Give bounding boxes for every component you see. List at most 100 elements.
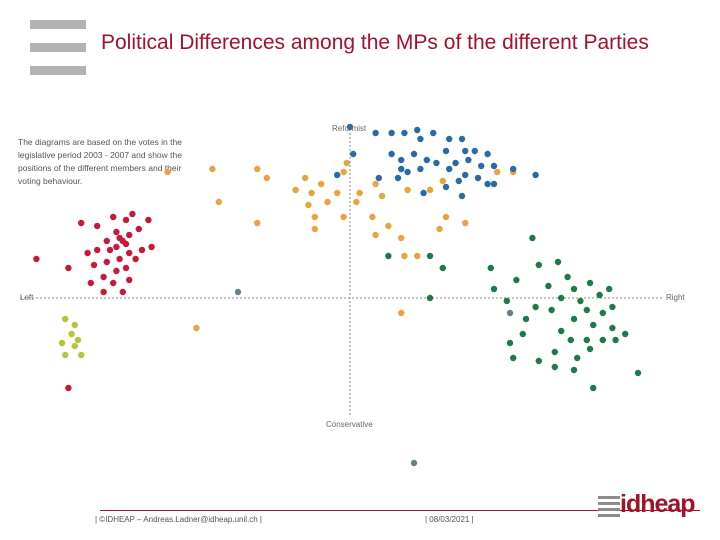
data-point-red	[122, 216, 130, 224]
data-point-red	[110, 213, 117, 221]
data-point-green	[558, 327, 565, 335]
data-point-green	[513, 276, 520, 284]
data-point-green	[599, 309, 606, 317]
data-point-red	[148, 243, 155, 251]
data-point-yellow-green	[71, 321, 79, 329]
data-point-green	[426, 252, 434, 260]
data-point-green	[506, 339, 514, 347]
data-point-blue	[442, 183, 450, 191]
data-point-red	[65, 384, 72, 392]
data-point-blue	[484, 180, 491, 188]
data-point-blue	[334, 171, 341, 179]
data-point-green	[590, 384, 597, 392]
data-point-green	[586, 279, 594, 287]
data-point-orange	[340, 213, 347, 221]
data-point-orange	[343, 159, 350, 167]
footer-date: | 08/03/2021 |	[425, 515, 474, 524]
data-point-green	[519, 330, 526, 338]
data-point-grey	[410, 459, 418, 467]
data-point-orange	[193, 324, 200, 332]
data-point-green	[606, 285, 613, 293]
data-point-red	[126, 249, 133, 257]
data-point-red	[106, 246, 114, 254]
data-point-red	[126, 231, 133, 239]
data-point-blue	[471, 147, 478, 155]
data-point-orange	[439, 177, 446, 185]
data-point-green	[564, 273, 571, 281]
data-point-blue	[417, 165, 424, 173]
data-point-orange	[494, 168, 501, 176]
axis-label-top: Reformist	[332, 124, 367, 133]
data-point-blue	[346, 123, 354, 131]
data-point-red	[116, 255, 123, 263]
data-point-grey	[506, 309, 514, 317]
data-point-blue	[350, 150, 357, 158]
data-point-green	[558, 294, 565, 302]
data-point-blue	[398, 156, 405, 164]
data-points	[33, 123, 642, 467]
data-point-red	[126, 276, 133, 284]
data-point-blue	[465, 156, 472, 164]
data-point-blue	[452, 159, 459, 167]
data-point-blue	[388, 129, 395, 137]
data-point-green	[634, 369, 642, 377]
data-point-orange	[209, 165, 216, 173]
data-point-orange	[302, 174, 309, 182]
data-point-blue	[423, 156, 430, 164]
data-point-blue	[478, 162, 485, 170]
data-point-red	[84, 249, 91, 257]
data-point-yellow-green	[61, 315, 69, 323]
data-point-red	[110, 279, 117, 287]
data-point-orange	[340, 168, 347, 176]
data-point-orange	[254, 219, 261, 227]
data-point-green	[570, 285, 578, 293]
data-point-red	[113, 228, 120, 236]
data-point-blue	[446, 135, 453, 143]
data-point-red	[100, 273, 107, 281]
data-point-orange	[385, 222, 392, 230]
menu-bars-icon	[30, 20, 86, 76]
idheap-logo: idheap	[598, 490, 698, 522]
data-point-green	[570, 366, 578, 374]
data-point-blue	[401, 129, 408, 137]
data-point-green	[535, 261, 542, 269]
data-point-green	[609, 324, 616, 332]
data-point-grey	[234, 288, 242, 296]
data-point-orange	[372, 180, 379, 188]
data-point-blue	[433, 159, 440, 167]
data-point-orange	[378, 192, 386, 200]
data-point-green	[545, 282, 552, 290]
data-point-green	[590, 321, 597, 329]
data-point-blue	[462, 147, 469, 155]
data-point-green	[522, 315, 530, 323]
data-point-blue	[510, 165, 517, 173]
data-point-orange	[311, 225, 318, 233]
data-point-blue	[372, 129, 379, 137]
data-point-blue	[446, 165, 453, 173]
axis-label-bottom: Conservative	[326, 420, 373, 429]
data-point-yellow-green	[58, 339, 66, 347]
data-point-green	[529, 234, 536, 242]
data-point-yellow-green	[68, 330, 75, 338]
data-point-green	[510, 354, 517, 362]
data-point-orange	[414, 252, 421, 260]
data-point-blue	[375, 174, 382, 182]
data-point-green	[532, 303, 539, 311]
data-point-orange	[305, 201, 312, 209]
data-point-orange	[215, 198, 222, 206]
data-point-green	[439, 264, 446, 272]
data-point-green	[554, 258, 562, 266]
data-point-yellow-green	[74, 336, 82, 344]
data-point-orange	[436, 225, 443, 233]
data-point-blue	[490, 162, 498, 170]
data-point-green	[385, 252, 392, 260]
data-point-orange	[164, 168, 171, 176]
data-point-blue	[474, 174, 482, 182]
data-point-red	[103, 258, 111, 266]
data-point-green	[583, 306, 590, 314]
data-point-blue	[398, 165, 405, 173]
data-point-orange	[263, 174, 270, 182]
data-point-blue	[462, 171, 469, 179]
data-point-orange	[369, 213, 376, 221]
